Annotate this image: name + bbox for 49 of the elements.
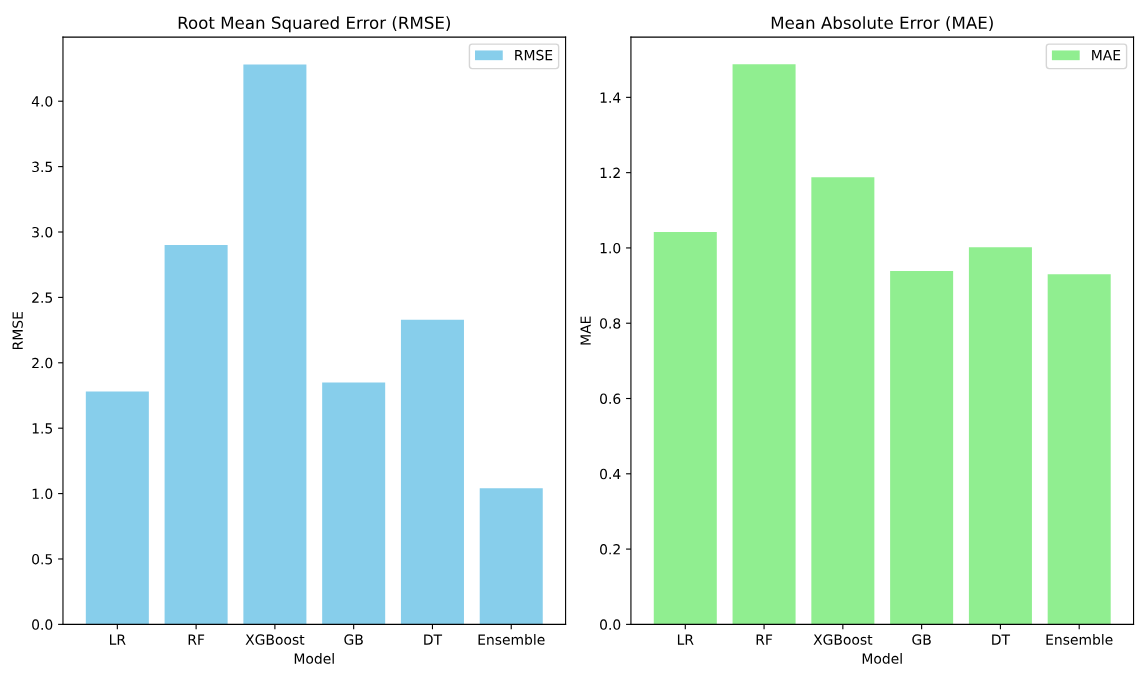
x-tick-label: XGBoost [245, 634, 305, 645]
y-tick-label: 1.4 [600, 92, 621, 103]
bar [479, 488, 543, 625]
bar [732, 64, 796, 625]
y-tick-label: 0.4 [600, 468, 621, 480]
x-tick-label: XGBoost [813, 634, 873, 645]
y-tick-label: 2.5 [32, 292, 53, 303]
y-tick-label: 3.5 [32, 161, 53, 173]
x-tick-label: RF [756, 634, 773, 645]
y-tick-label: 0.5 [32, 553, 53, 565]
x-tick-label: DT [424, 634, 443, 645]
y-axis-title: MAE [580, 316, 591, 345]
y-tick-label: 1.2 [600, 167, 620, 178]
legend-label: RMSE [515, 49, 553, 61]
y-tick-label: 0.0 [600, 619, 621, 630]
bar [400, 319, 464, 625]
y-tick-label: 1.5 [32, 423, 53, 434]
y-tick-label: 0.8 [600, 318, 621, 329]
y-tick-label: 0.6 [600, 393, 621, 404]
x-tick-label: GB [912, 634, 931, 645]
legend-label: MAE [1092, 50, 1121, 61]
x-axis-title: Model [294, 653, 334, 664]
bar [890, 270, 954, 625]
chart-title: Mean Absolute Error (MAE) [771, 16, 993, 31]
bar [1047, 274, 1111, 625]
x-tick-label: DT [992, 634, 1011, 645]
bar [164, 245, 228, 625]
y-tick-label: 4.0 [31, 96, 53, 107]
x-tick-label: RF [188, 634, 205, 645]
y-tick-label: 0.2 [600, 544, 620, 555]
x-tick-label: Ensemble [478, 634, 545, 645]
x-tick-label: LR [677, 634, 694, 645]
bar [85, 391, 149, 625]
bar [811, 177, 875, 625]
bar [968, 247, 1032, 625]
x-tick-label: GB [344, 634, 363, 645]
bar [243, 64, 307, 625]
y-tick-label: 1.0 [600, 242, 621, 254]
y-tick-label: 1.0 [32, 488, 53, 500]
bar [322, 382, 386, 625]
x-tick-label: LR [110, 634, 126, 645]
x-tick-label: Ensemble [1046, 634, 1113, 645]
y-tick-label: 3.0 [32, 226, 53, 238]
bar [653, 232, 717, 625]
y-axis-title: RMSE [12, 312, 23, 349]
x-axis-title: Model [862, 653, 902, 664]
y-tick-label: 2.0 [32, 357, 53, 369]
chart-title: Root Mean Squared Error (RMSE) [178, 16, 450, 33]
y-tick-label: 0.0 [32, 619, 53, 630]
